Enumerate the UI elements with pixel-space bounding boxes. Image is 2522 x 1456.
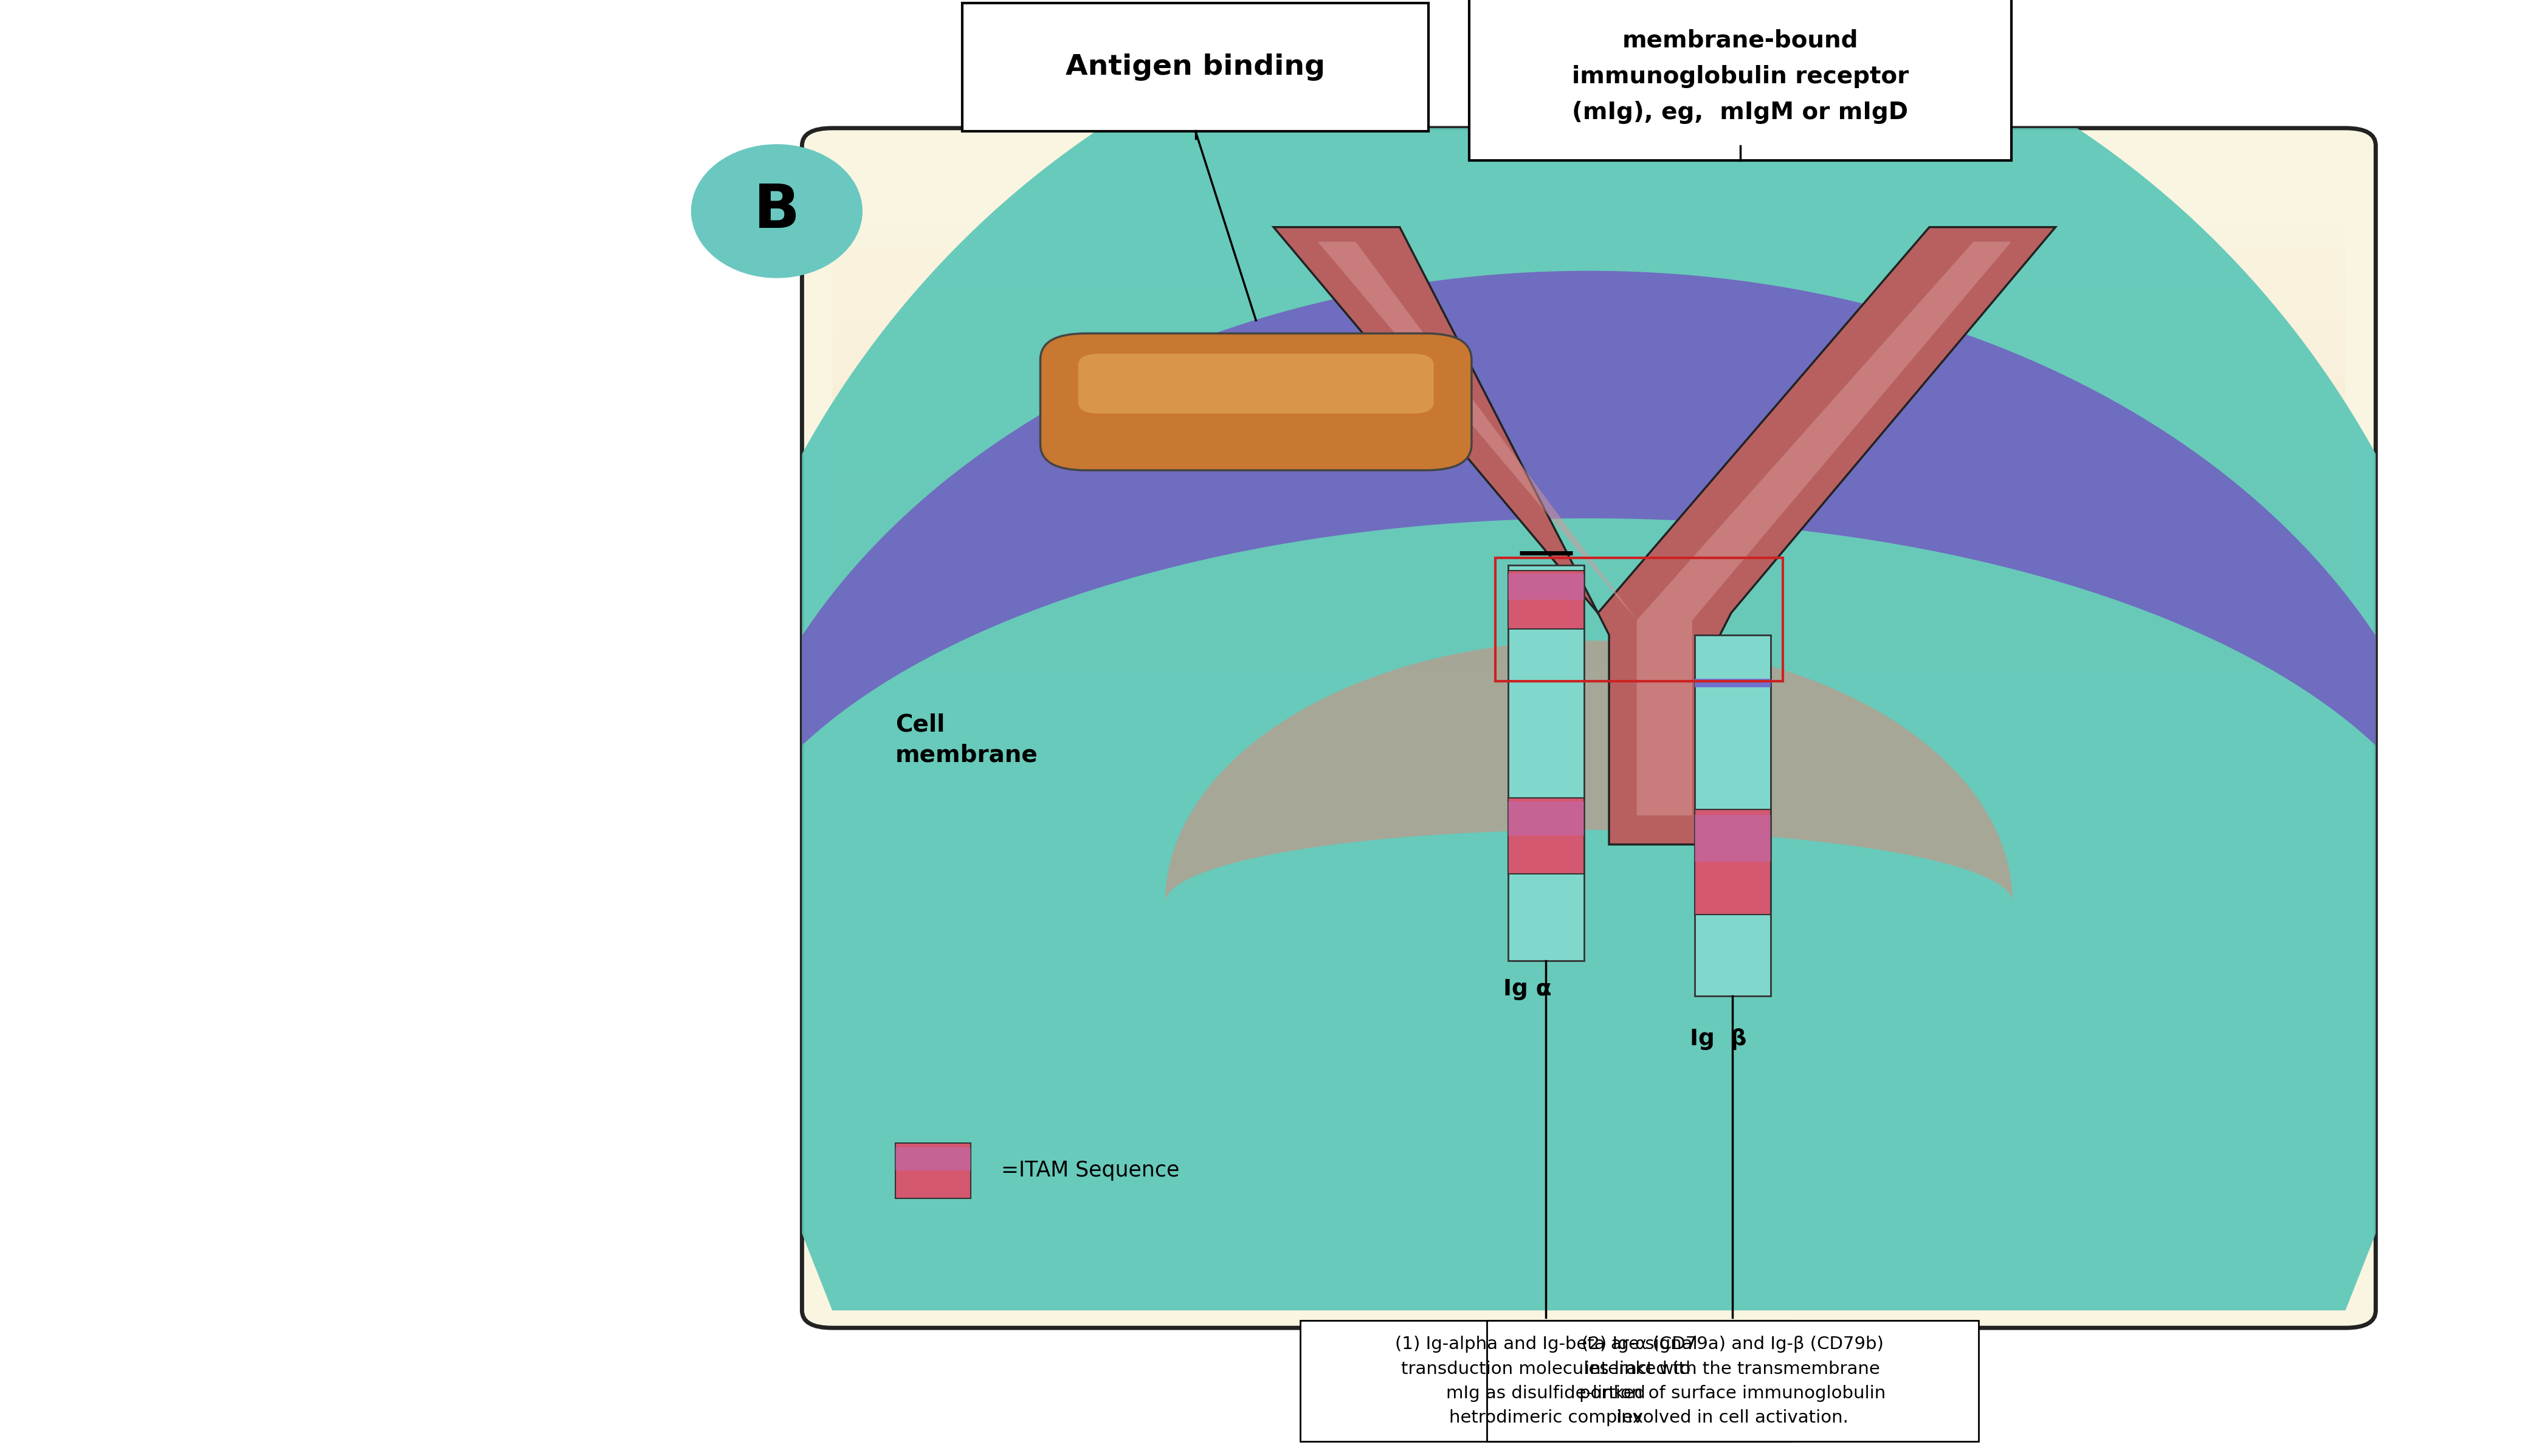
- Ellipse shape: [691, 144, 863, 278]
- Bar: [1695, 815, 1770, 862]
- Bar: [961, 3, 1427, 131]
- Bar: [832, 227, 2345, 249]
- Bar: [1488, 1321, 1977, 1441]
- Bar: [832, 360, 2345, 381]
- Bar: [832, 448, 2345, 470]
- Text: membrane-bound
immunoglobulin receptor
(mIg), eg,  mIgM or mIgD: membrane-bound immunoglobulin receptor (…: [1571, 29, 1909, 124]
- Text: Cell
membrane: Cell membrane: [895, 713, 1039, 766]
- Text: B: B: [754, 182, 799, 240]
- Bar: [832, 381, 2345, 405]
- FancyBboxPatch shape: [1039, 333, 1473, 470]
- Bar: [832, 271, 2345, 294]
- FancyBboxPatch shape: [1079, 354, 1435, 414]
- Text: (2) Ig-α (CD79a) and Ig-β (CD79b)
interact with the transmembrane
portion of sur: (2) Ig-α (CD79a) and Ig-β (CD79b) intera…: [1579, 1337, 1886, 1425]
- Bar: [832, 492, 2345, 515]
- Text: Antigen binding: Antigen binding: [1067, 54, 1324, 80]
- Bar: [832, 515, 2345, 537]
- FancyBboxPatch shape: [802, 128, 2376, 1328]
- Bar: [1508, 571, 1584, 629]
- Bar: [832, 146, 2345, 868]
- Bar: [1301, 1321, 1791, 1441]
- Polygon shape: [1319, 242, 2013, 815]
- Polygon shape: [1274, 227, 2055, 844]
- Bar: [832, 559, 2345, 581]
- Bar: [832, 603, 2345, 626]
- Bar: [1508, 798, 1584, 874]
- Text: Ig α: Ig α: [1503, 978, 1551, 1000]
- Bar: [1508, 565, 1584, 961]
- Bar: [832, 427, 2345, 448]
- Bar: [832, 626, 2345, 648]
- Text: (1) Ig-alpha and Ig-beta are signal
transduction molecules linked to
mIg as disu: (1) Ig-alpha and Ig-beta are signal tran…: [1395, 1337, 1697, 1425]
- Polygon shape: [1165, 641, 2013, 903]
- Polygon shape: [711, 271, 2467, 926]
- Bar: [832, 581, 2345, 603]
- Bar: [895, 1143, 971, 1198]
- Bar: [832, 338, 2345, 360]
- Text: Ig  β: Ig β: [1690, 1028, 1748, 1050]
- Bar: [1695, 635, 1770, 996]
- Bar: [1695, 678, 1770, 687]
- Bar: [1508, 574, 1584, 600]
- Bar: [1508, 802, 1584, 836]
- Bar: [1496, 558, 1783, 681]
- Bar: [832, 249, 2345, 271]
- Bar: [832, 470, 2345, 492]
- Polygon shape: [681, 0, 2497, 1310]
- Bar: [1695, 810, 1770, 914]
- Bar: [832, 405, 2345, 427]
- Bar: [832, 648, 2345, 670]
- Bar: [832, 316, 2345, 338]
- Text: =ITAM Sequence: =ITAM Sequence: [1001, 1160, 1180, 1181]
- Bar: [832, 294, 2345, 316]
- Bar: [832, 537, 2345, 559]
- Bar: [1468, 0, 2010, 160]
- Bar: [895, 1147, 971, 1171]
